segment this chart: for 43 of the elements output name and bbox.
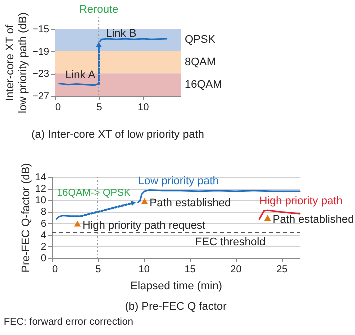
series-label: High priority path — [260, 196, 343, 208]
y-tick-label: 0 — [40, 254, 47, 264]
y-tick-label: 4 — [40, 230, 47, 242]
text: FEC: forward error correction — [4, 317, 134, 328]
y-tick-label: −19 — [32, 46, 50, 58]
annotation: High priority path request — [82, 220, 206, 232]
band-label: 16QAM — [185, 78, 222, 91]
y-tick-label: −23 — [32, 69, 50, 80]
band-label: 8QAM — [185, 56, 216, 68]
y-axis-title: Inter-core XT of low priority path (dB) — [4, 12, 30, 114]
x-tick-label: 10 — [138, 264, 150, 276]
y-tick-label: 6 — [40, 218, 47, 230]
ref-line-label: Reroute — [79, 4, 119, 16]
series-label: Low priority path — [138, 175, 220, 188]
text: (b) Pre-FEC Q factor — [125, 301, 228, 313]
point — [74, 220, 82, 227]
y-tick-label: −27 — [32, 92, 50, 102]
y-tick-label: 10 — [35, 196, 47, 207]
y-tick-label: 8 — [40, 207, 47, 218]
annotation: Link A — [66, 69, 96, 82]
y-axis-title: Pre-FEC Q-factor (dB) — [20, 163, 32, 273]
annotation: Path established — [150, 197, 232, 210]
x-tick-label: 10 — [138, 102, 150, 114]
x-tick-label: 0 — [52, 264, 58, 276]
x-tick-label: 0 — [56, 102, 62, 114]
annotation: Link B — [106, 28, 137, 40]
x-tick-label: 5 — [96, 102, 103, 114]
x-tick-label: 5 — [96, 264, 102, 276]
point — [264, 215, 272, 221]
annotation: Path established — [272, 214, 354, 226]
y-tick-label: −15 — [32, 24, 50, 36]
y-tick-label: 14 — [35, 172, 47, 184]
y-tick-label: 12 — [35, 184, 47, 196]
x-axis-title: Elapsed time (min) — [130, 280, 222, 292]
x-tick-label: 15 — [184, 264, 196, 276]
x-tick-label: 25 — [276, 264, 288, 276]
x-tick-label: 20 — [230, 264, 242, 276]
y-tick-label: 2 — [40, 242, 47, 253]
text: (a) Inter-core XT of low priority path — [32, 129, 204, 141]
band-label: QPSK — [185, 34, 216, 46]
point — [141, 198, 148, 204]
ref-line-label: FEC threshold — [195, 236, 266, 249]
annotation: 16QAM-> QPSK — [57, 188, 132, 200]
